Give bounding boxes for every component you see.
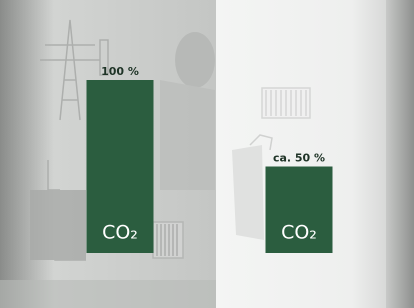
chart: 100 % CO₂ ca. 50 % CO₂ xyxy=(0,0,414,308)
bar-text: CO₂ xyxy=(281,222,317,244)
bar-text: CO₂ xyxy=(102,222,138,244)
value-label: 100 % xyxy=(101,65,139,78)
value-label: ca. 50 % xyxy=(273,152,325,165)
